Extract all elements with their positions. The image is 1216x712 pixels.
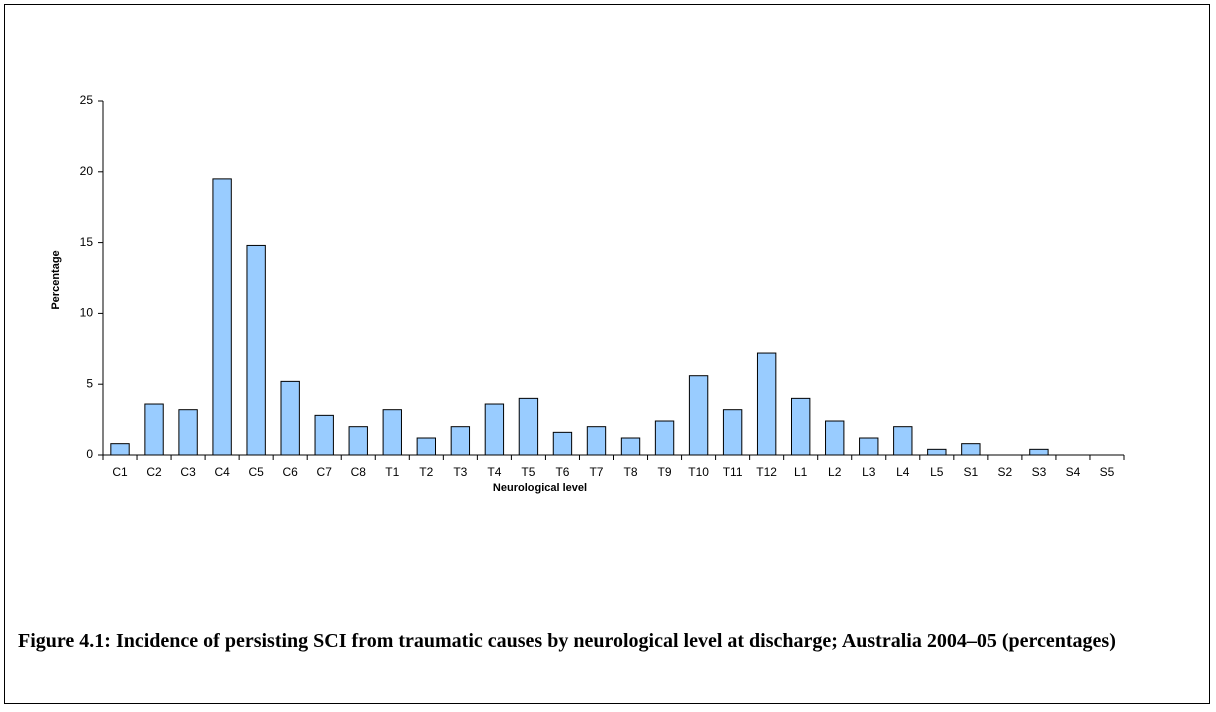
figure-frame	[4, 4, 1210, 704]
x-tick-label: L2	[828, 465, 842, 479]
x-tick-label: T9	[658, 465, 672, 479]
x-tick-label: T8	[624, 465, 638, 479]
x-tick-label: C2	[146, 465, 162, 479]
bar	[586, 426, 607, 456]
x-tick-label: C6	[283, 465, 299, 479]
x-tick-label: S5	[1100, 465, 1115, 479]
bar	[893, 426, 913, 456]
x-tick-label: L4	[896, 465, 910, 479]
bar	[552, 431, 573, 456]
bar	[246, 244, 266, 456]
bar	[722, 409, 743, 456]
x-tick-label: C4	[214, 465, 230, 479]
y-tick-label: 25	[80, 93, 94, 107]
x-tick-label: T12	[756, 465, 777, 479]
bar	[416, 437, 437, 456]
bar	[212, 178, 232, 456]
bar	[348, 426, 368, 456]
bar	[144, 403, 164, 456]
bar	[859, 437, 879, 456]
x-tick-label: L3	[862, 465, 876, 479]
x-tick-label: T11	[723, 465, 743, 479]
x-tick-label: C3	[180, 465, 196, 479]
x-tick-label: T2	[419, 465, 433, 479]
x-tick-label: L5	[930, 465, 944, 479]
x-tick-label: S4	[1066, 465, 1081, 479]
x-tick-label: S3	[1032, 465, 1047, 479]
bar	[688, 375, 709, 456]
bar	[961, 443, 981, 456]
x-tick-label: T7	[589, 465, 603, 479]
bar	[654, 420, 675, 456]
x-tick-label: T3	[453, 465, 467, 479]
bar	[314, 414, 334, 456]
y-tick-label: 20	[80, 164, 94, 178]
y-tick-label: 0	[86, 447, 93, 461]
bar	[927, 448, 947, 456]
bar	[178, 409, 198, 456]
x-tick-label: S1	[964, 465, 979, 479]
bar	[450, 426, 471, 456]
bar	[484, 403, 505, 456]
bar	[756, 352, 777, 456]
y-tick-label: 10	[80, 306, 94, 320]
x-tick-label: T10	[688, 465, 709, 479]
x-tick-label: C5	[248, 465, 264, 479]
bar	[825, 420, 845, 456]
x-tick-label: C1	[112, 465, 128, 479]
bar	[1029, 448, 1049, 456]
x-tick-label: T5	[521, 465, 535, 479]
x-tick-label: L1	[794, 465, 808, 479]
bar	[620, 437, 641, 456]
bar	[790, 397, 811, 456]
bar	[110, 443, 130, 456]
x-tick-label: C8	[351, 465, 367, 479]
x-tick-label: T1	[385, 465, 399, 479]
bar	[382, 409, 402, 456]
x-tick-label: C7	[317, 465, 333, 479]
bar	[280, 380, 300, 456]
y-tick-label: 5	[86, 376, 93, 390]
caption: Figure 4.1: Incidence of persisting SCI …	[18, 630, 1116, 652]
x-tick-label: T6	[555, 465, 569, 479]
x-tick-label: T4	[487, 465, 501, 479]
x-axis-label: Neurological level	[493, 482, 587, 494]
y-tick-label: 15	[80, 235, 94, 249]
bar	[518, 397, 539, 456]
x-tick-label: S2	[998, 465, 1013, 479]
y-axis-label: Percentage	[50, 250, 62, 309]
